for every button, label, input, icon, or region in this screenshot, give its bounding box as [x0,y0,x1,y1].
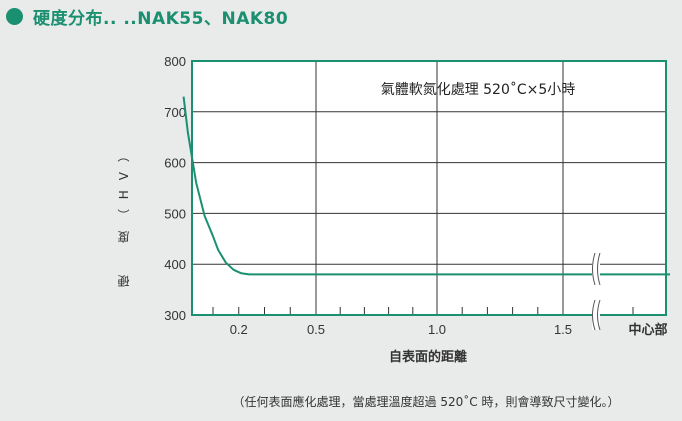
y-tick-label: 400 [164,257,186,272]
title-text: 硬度分布.. ..NAK55、NAK80 [33,8,289,29]
y-tick-label: 600 [164,156,186,171]
bullet-icon [6,7,23,25]
axis-break-gap [592,300,600,330]
plot-frame [191,60,667,316]
x-tick-label: 0.2 [230,322,248,337]
x-axis-label: 自表面的距離 [389,349,467,365]
axis-break-gap [592,253,600,285]
y-tick-label: 700 [164,105,186,120]
y-tick-label: 500 [164,206,186,221]
chart-title: 硬度分布.. ..NAK55、NAK80 [6,4,289,29]
hardness-curve [182,96,670,276]
axis-break-icon [592,252,601,286]
x-tick-label: 0.5 [307,322,325,337]
axis-break-icon [592,299,601,331]
plot-area [192,61,666,315]
footnote: （任何表面應化處理，當處理溫度超過 520˚C 時，則會導致尺寸變化。） [232,395,620,409]
annotation: 氣體軟氮化處理 520˚C×5小時 [381,81,576,98]
y-tick-label: 300 [164,308,186,323]
y-tick-label: 800 [164,54,186,69]
x-tick-label: 1.5 [554,322,572,337]
x-tick-label: 1.0 [428,322,446,337]
x-tick-label: 中心部 [628,322,667,337]
